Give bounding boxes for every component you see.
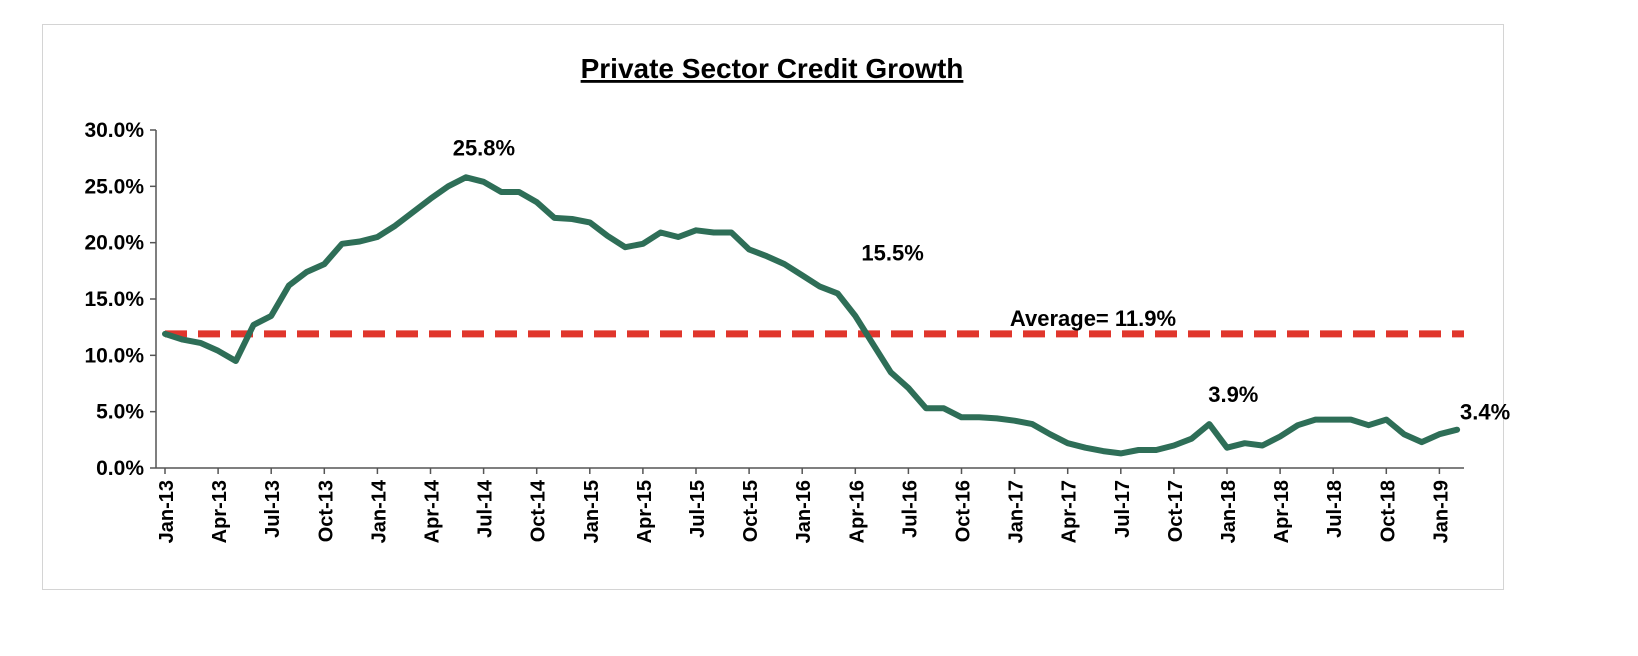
y-tick-label: 5.0%: [96, 401, 144, 424]
x-tick-label: Apr-17: [1059, 480, 1081, 543]
y-tick-label: 20.0%: [84, 232, 144, 255]
data-label: 3.9%: [1208, 382, 1258, 407]
x-tick-label: Oct-15: [740, 480, 762, 542]
x-tick-label: Jul-16: [899, 480, 921, 538]
x-tick-label: Jan-19: [1430, 480, 1452, 543]
x-tick-label: Apr-14: [422, 479, 444, 543]
data-annotations: 25.8% 15.5% 3.9% 3.4%: [453, 135, 1510, 424]
average-reference-line: Average= 11.9%: [165, 306, 1464, 338]
x-tick-label: Jan-16: [793, 480, 815, 543]
x-tick-label: Oct-18: [1377, 480, 1399, 542]
data-label: 25.8%: [453, 135, 515, 160]
y-tick-label: 30.0%: [84, 119, 144, 142]
x-tick-label: Oct-13: [315, 480, 337, 542]
x-tick-label: Oct-14: [528, 479, 550, 542]
data-label: 3.4%: [1460, 400, 1510, 425]
y-tick-label: 25.0%: [84, 175, 144, 198]
axes: 0.0% 5.0% 10.0% 15.0% 20.0% 25.0% 30.0% Jan-13 A…: [84, 119, 1464, 543]
x-tick-label: Jul-17: [1112, 480, 1134, 538]
x-tick-label: Jul-18: [1324, 480, 1346, 538]
x-tick-label: Apr-15: [634, 480, 656, 543]
y-tick-label: 0.0%: [96, 457, 144, 480]
series-lines: [162, 174, 1461, 457]
x-tick-label: Jan-13: [156, 480, 178, 543]
x-tick-label: Jan-14: [368, 479, 390, 543]
x-tick-label: Apr-18: [1271, 480, 1293, 543]
average-label: Average= 11.9%: [1010, 306, 1176, 331]
x-tick-label: Apr-16: [846, 480, 868, 543]
chart-frame: [42, 24, 1504, 590]
y-tick-label: 15.0%: [84, 288, 144, 311]
x-tick-label: Jul-14: [475, 479, 497, 538]
x-tick-label: Jan-17: [1006, 480, 1028, 543]
credit-growth-line: [162, 174, 1461, 457]
x-tick-label: Jul-13: [262, 480, 284, 538]
data-label: 15.5%: [861, 240, 923, 265]
x-tick-label: Jan-18: [1218, 480, 1240, 543]
x-tick-label: Jul-15: [687, 480, 709, 538]
x-tick-label: Jan-15: [581, 480, 603, 543]
x-tick-label: Apr-13: [209, 480, 231, 543]
y-tick-label: 10.0%: [84, 344, 144, 367]
x-tick-label: Oct-16: [953, 480, 975, 542]
x-tick-label: Oct-17: [1165, 480, 1187, 542]
chart-title: Private Sector Credit Growth: [581, 53, 964, 84]
